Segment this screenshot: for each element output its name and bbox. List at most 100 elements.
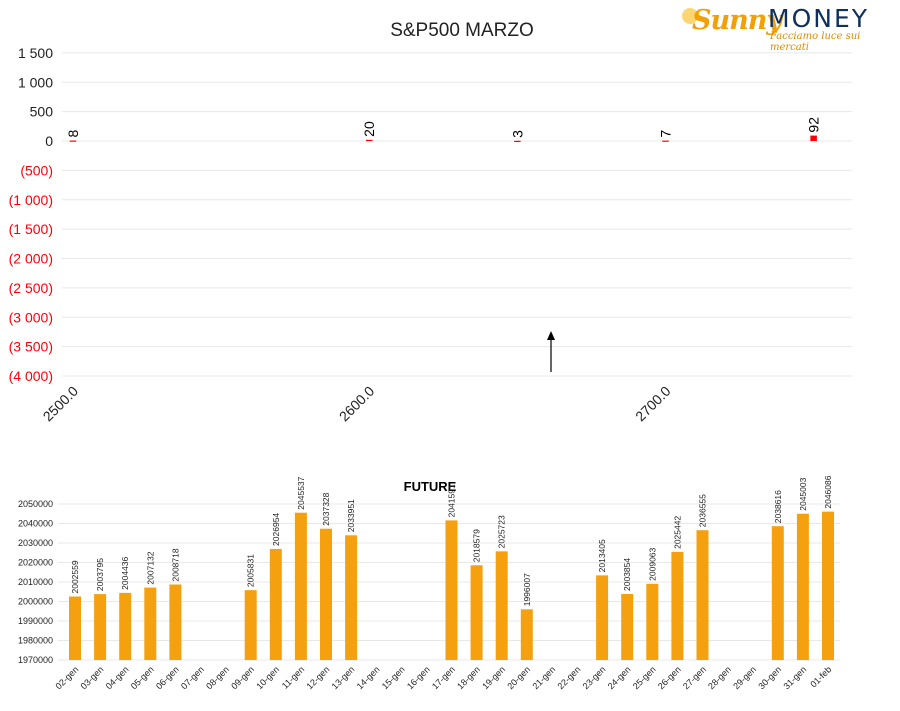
chart2-x-tick-label: 13-gen	[330, 664, 357, 691]
chart1-bar	[810, 135, 817, 141]
chart2-x-tick-label: 23-gen	[581, 664, 608, 691]
chart1-y-tick-label: (2 000)	[9, 251, 53, 267]
chart2-bar	[520, 609, 533, 660]
chart2-bar	[119, 592, 132, 660]
chart1-title: S&P500 MARZO	[390, 20, 534, 41]
chart2-x-tick-label: 30-gen	[756, 664, 783, 691]
chart2-bar	[671, 551, 684, 660]
chart2-x-tick-label: 21-gen	[530, 664, 557, 691]
chart2-bar	[796, 513, 809, 660]
chart1-y-tick-label: 1 500	[18, 45, 53, 61]
chart2-bar	[696, 530, 709, 660]
chart2-x-tick-label: 01-feb	[808, 664, 833, 689]
logo-tagline: Facciamo luce sui mercati	[770, 31, 861, 53]
chart2-x-tick-label: 24-gen	[606, 664, 633, 691]
chart2-bar	[345, 535, 358, 660]
chart2-bar	[445, 520, 458, 660]
chart2-data-label: 2004436	[120, 556, 130, 589]
price-arrow-head-icon	[547, 331, 555, 340]
chart2-y-tick-label: 2020000	[18, 558, 53, 568]
chart2-x-tick-label: 31-gen	[781, 664, 808, 691]
chart2-x-tick-label: 07-gen	[179, 664, 206, 691]
chart2-data-label: 2018579	[472, 529, 482, 562]
chart2-x-tick-label: 10-gen	[254, 664, 281, 691]
chart1-data-label: 7	[658, 130, 674, 138]
chart1-y-tick-label: 1 000	[18, 74, 53, 90]
chart2-x-tick-label: 22-gen	[556, 664, 583, 691]
chart2-data-label: 2005831	[246, 554, 256, 587]
sunny-money-logo: Sunny MONEY Facciamo luce sui mercati	[682, 4, 887, 53]
chart2-bar	[495, 551, 508, 660]
logo-sunny-text: Sunny	[692, 5, 782, 36]
chart1-data-label: 3	[509, 130, 525, 138]
chart2-data-label: 1996007	[522, 573, 532, 606]
chart2-x-tick-label: 28-gen	[706, 664, 733, 691]
chart2-x-tick-label: 14-gen	[355, 664, 382, 691]
chart1-x-tick-label: 2700.0	[632, 383, 674, 425]
chart2-x-tick-label: 15-gen	[380, 664, 407, 691]
chart1-y-tick-label: 500	[30, 104, 54, 120]
sun-icon	[682, 8, 698, 24]
chart2-y-tick-label: 2000000	[18, 597, 53, 607]
chart2-x-tick-label: 08-gen	[204, 664, 231, 691]
chart2-bar	[294, 512, 307, 660]
chart2-bar	[69, 596, 81, 660]
chart1-bar	[662, 140, 669, 142]
chart2-data-label: 2002559	[70, 560, 80, 593]
chart2-x-tick-label: 26-gen	[656, 664, 683, 691]
chart1-data-label: 20	[361, 121, 377, 137]
chart2-x-tick-label: 03-gen	[79, 664, 106, 691]
chart2-x-tick-label: 18-gen	[455, 664, 482, 691]
chart1-bar	[366, 139, 373, 142]
chart1-y-tick-label: (3 500)	[9, 339, 53, 355]
chart2-x-tick-label: 12-gen	[305, 664, 332, 691]
chart2-x-tick-label: 25-gen	[631, 664, 658, 691]
chart2-y-tick-label: 2010000	[18, 577, 53, 587]
chart2-y-tick-label: 1980000	[18, 636, 53, 646]
chart2-x-tick-label: 09-gen	[229, 664, 256, 691]
chart2-x-tick-label: 29-gen	[731, 664, 758, 691]
chart2-bar	[822, 511, 834, 660]
chart2-data-label: 2008718	[170, 548, 180, 581]
chart2-bar	[470, 565, 483, 660]
chart1-y-tick-label: (500)	[20, 162, 53, 178]
chart2-bar	[94, 594, 107, 660]
chart2-x-tick-label: 04-gen	[104, 664, 131, 691]
chart1-y-tick-label: (3 000)	[9, 309, 53, 325]
chart2-x-tick-label: 19-gen	[480, 664, 507, 691]
chart1-x-tick-label: 2500.0	[40, 383, 82, 425]
chart1-y-tick-label: 0	[45, 133, 53, 149]
chart1-data-label: 92	[806, 117, 822, 133]
chart2-x-tick-label: 20-gen	[505, 664, 532, 691]
chart2-bar	[244, 590, 257, 660]
chart2-bar	[621, 593, 634, 660]
chart2-data-label: 2033951	[346, 499, 356, 532]
chart2-x-tick-label: 06-gen	[154, 664, 181, 691]
chart2-x-tick-label: 05-gen	[129, 664, 156, 691]
chart1-y-tick-label: (2 500)	[9, 280, 53, 296]
chart2-bar	[596, 575, 609, 660]
chart1-y-tick-label: (4 000)	[9, 368, 53, 384]
chart1-y-tick-label: (1 000)	[9, 192, 53, 208]
chart2-bar	[771, 526, 784, 660]
chart1-data-label: 8	[65, 130, 81, 138]
chart2-data-label: 2041591	[447, 484, 457, 517]
chart2-data-label: 2025442	[672, 516, 682, 549]
chart2-data-label: 2025723	[497, 515, 507, 548]
chart2-y-tick-label: 2030000	[18, 538, 53, 548]
chart2-x-tick-label: 16-gen	[405, 664, 432, 691]
logo-money-text: MONEY	[768, 4, 870, 33]
chart2-bar	[269, 548, 282, 660]
chart2-data-label: 2038616	[773, 490, 783, 523]
chart2-bar	[144, 587, 157, 660]
chart2-x-tick-label: 02-gen	[54, 664, 81, 691]
chart2-y-tick-label: 1990000	[18, 616, 53, 626]
chart2-x-tick-label: 27-gen	[681, 664, 708, 691]
chart2-data-label: 2026954	[271, 513, 281, 546]
chart2-bar	[320, 528, 332, 660]
chart2-y-tick-label: 2050000	[18, 499, 53, 509]
chart2-data-label: 2045003	[798, 477, 808, 510]
chart2-data-label: 2013405	[597, 539, 607, 572]
